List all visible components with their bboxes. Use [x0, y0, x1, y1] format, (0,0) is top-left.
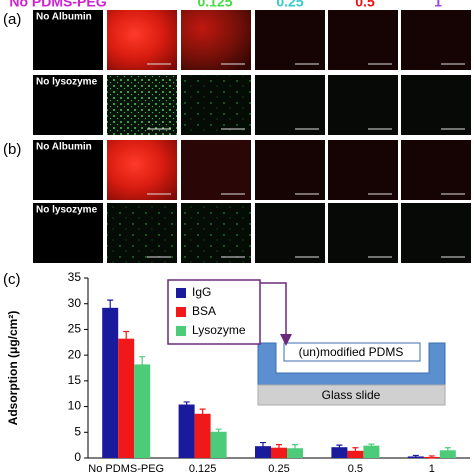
micrograph: [328, 75, 398, 135]
column-header: 1: [434, 0, 442, 10]
error-bar: [107, 299, 114, 317]
legend-label: BSA: [192, 304, 216, 318]
column-header: 0.5: [355, 0, 375, 10]
micrograph: [401, 140, 471, 200]
y-tick-label: 35: [68, 270, 82, 284]
panel-label: (c): [3, 271, 21, 288]
micrograph: [33, 10, 103, 70]
legend-swatch: [176, 288, 186, 298]
bar-chart: Adsorption (μg/cm²) (un)modified PDMS Gl…: [6, 270, 470, 474]
row-label: No Albumin: [36, 12, 92, 23]
micrograph: [328, 203, 398, 263]
panel-label: (a): [3, 11, 21, 28]
glass-slide: [257, 384, 446, 406]
error-bar: [139, 356, 146, 373]
bar: [134, 364, 151, 458]
error-bar: [336, 444, 343, 450]
micrograph: [33, 75, 103, 135]
legend-label: IgG: [192, 285, 211, 299]
y-tick-label: 20: [68, 347, 82, 361]
bar: [363, 445, 380, 458]
bar: [271, 447, 287, 458]
arrow: [260, 282, 292, 346]
micrograph: [107, 75, 177, 135]
y-tick-label: 0: [74, 450, 81, 464]
micrograph: [401, 10, 471, 70]
micrograph: [328, 10, 398, 70]
row-label: No Albumin: [36, 142, 92, 153]
micrograph: [255, 75, 325, 135]
legend-swatch: [176, 326, 186, 336]
x-tick-label: 0.125: [189, 463, 217, 474]
error-bar: [123, 330, 130, 347]
y-tick-label: 15: [68, 373, 82, 387]
legend-swatch: [176, 307, 186, 317]
error-bar: [260, 441, 266, 451]
error-bar: [199, 408, 206, 419]
bar: [210, 431, 227, 458]
column-header: 0.25: [276, 0, 303, 10]
bar: [118, 338, 135, 458]
row-label: No lysozyme: [36, 205, 98, 216]
micrograph: [401, 203, 471, 263]
micrograph: [33, 140, 103, 200]
inset-diagram: (un)modified PDMS Glass slide: [257, 282, 446, 406]
micrograph: [401, 75, 471, 135]
bar: [102, 307, 119, 458]
x-tick-label: 1: [429, 463, 435, 474]
error-bar: [368, 443, 375, 448]
bar: [439, 450, 456, 458]
inset-label: (un)modified PDMS: [299, 345, 404, 359]
y-tick-label: 10: [68, 399, 82, 413]
micrograph: [255, 10, 325, 70]
micrograph: [255, 140, 325, 200]
y-tick-label: 25: [68, 322, 82, 336]
panel-label: (b): [3, 141, 21, 158]
column-header: No PDMS-PEG: [9, 0, 106, 10]
bar: [255, 446, 271, 458]
micrograph: [181, 10, 251, 70]
channel: [283, 342, 421, 362]
micrograph: [107, 203, 177, 263]
bar: [331, 447, 348, 458]
row-label: No lysozyme: [36, 77, 98, 88]
error-bar: [292, 444, 298, 453]
micrograph: [181, 140, 251, 200]
micrograph: [181, 75, 251, 135]
y-tick-label: 5: [74, 424, 81, 438]
micrograph: [328, 140, 398, 200]
micrograph: [107, 140, 177, 200]
micrograph: [181, 203, 251, 263]
error-bar: [428, 455, 435, 459]
error-bar: [412, 454, 419, 459]
bar: [194, 413, 211, 458]
micrograph: [33, 203, 103, 263]
bar: [178, 404, 195, 458]
legend-label: Lysozyme: [192, 323, 246, 337]
y-axis-label: Adsorption (μg/cm²): [6, 311, 20, 426]
bar: [287, 448, 303, 458]
x-tick-label: No PDMS-PEG: [88, 463, 164, 474]
micrograph: [107, 10, 177, 70]
micrographs: (a) No Albumin No lysozyme (b) No Albumin No …: [3, 10, 471, 263]
error-bar: [183, 401, 190, 408]
error-bar: [352, 447, 359, 455]
y-tick-label: 30: [68, 296, 82, 310]
error-bar: [215, 428, 222, 435]
micrograph: [255, 203, 325, 263]
error-bar: [444, 447, 451, 454]
x-tick-label: 0.25: [268, 463, 289, 474]
x-tick-label: 0.5: [348, 463, 363, 474]
column-header: 0.125: [197, 0, 232, 10]
inset-label: Glass slide: [322, 388, 381, 402]
error-bar: [276, 444, 282, 452]
